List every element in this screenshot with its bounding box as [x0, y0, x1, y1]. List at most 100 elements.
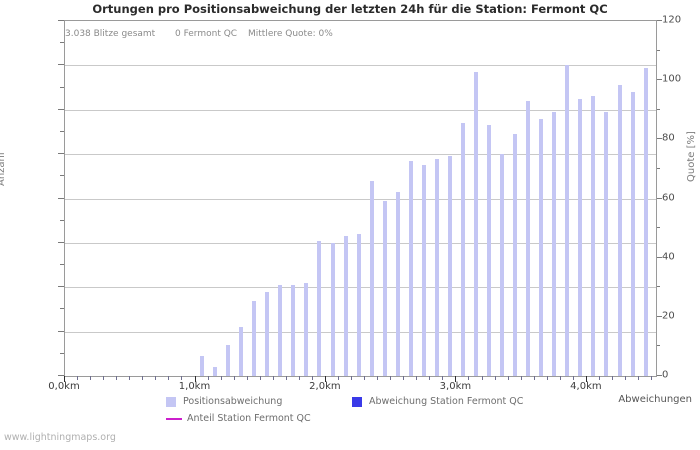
gridline: [65, 109, 656, 111]
gridline: [65, 154, 656, 156]
x-axis-tick-mark: [64, 376, 65, 382]
x-axis-tick-mark: [651, 376, 653, 380]
x-axis-tick-mark: [638, 376, 639, 380]
legend-swatch-icon: [166, 396, 176, 407]
y-axis-right-tick-mark: [656, 138, 662, 140]
x-axis-tick-mark: [246, 376, 248, 380]
bar: [356, 234, 361, 376]
legend: Positionsabweichung Abweichung Station F…: [0, 394, 700, 434]
x-axis-tick-label: 3,0km: [439, 381, 472, 392]
bar: [239, 327, 244, 376]
y-axis-right-tick-label: 80: [662, 132, 675, 144]
bar: [578, 98, 583, 376]
x-axis-tick-mark: [429, 376, 431, 380]
bar: [552, 112, 557, 376]
x-axis-tick-mark: [403, 376, 405, 380]
bar: [265, 291, 270, 376]
bar: [317, 240, 322, 376]
bar: [330, 242, 335, 376]
y-axis-left-tick-mark: [58, 153, 64, 155]
x-axis-tick-mark: [338, 376, 339, 380]
bar: [604, 112, 609, 376]
plot-area: 3.038 Blitze gesamt 0 Fermont QC Mittler…: [64, 20, 657, 377]
y-axis-left-tick-mark: [60, 308, 64, 310]
bar: [252, 300, 257, 376]
x-axis-tick-mark: [585, 376, 587, 382]
x-axis-tick-mark: [598, 376, 600, 380]
x-axis-tick-mark: [298, 376, 300, 380]
x-axis-tick-mark: [168, 376, 170, 380]
x-axis-tick-mark: [533, 376, 535, 380]
bar: [617, 85, 622, 376]
legend-label: Anteil Station Fermont QC: [187, 413, 311, 424]
bar: [408, 160, 413, 376]
x-axis-tick-mark: [442, 376, 444, 380]
bar: [304, 282, 309, 376]
y-axis-right-tick-mark: [656, 197, 662, 199]
x-axis-tick-mark: [194, 376, 196, 382]
y-axis-left-tick-mark: [60, 219, 64, 221]
bar: [487, 125, 491, 376]
bar: [434, 158, 439, 376]
gridline: [65, 287, 656, 289]
y-axis-left-tick-mark: [60, 42, 64, 44]
bar: [591, 96, 596, 376]
bar: [500, 154, 505, 376]
x-axis-tick-mark: [416, 376, 418, 380]
x-axis-tick-mark: [116, 376, 118, 380]
y-axis-left-title: Anzahl: [0, 152, 7, 186]
x-axis-tick-mark: [559, 376, 561, 380]
y-axis-right-tick-label: 0: [662, 369, 669, 381]
bar: [278, 285, 283, 376]
x-axis-tick-mark: [233, 376, 235, 380]
y-axis-left-tick-mark: [58, 286, 64, 288]
bar: [460, 123, 465, 376]
gridline: [65, 331, 656, 333]
legend-line-icon: [166, 417, 182, 420]
legend-item-abweichung-station[interactable]: Abweichung Station Fermont QC: [352, 396, 523, 407]
gridline: [65, 198, 656, 200]
x-axis-tick-label: 2,0km: [309, 381, 341, 392]
y-axis-left-tick-mark: [60, 86, 64, 88]
bar: [213, 367, 217, 376]
y-axis-right-title: Quote [%]: [686, 131, 697, 182]
y-axis-left-tick-mark: [58, 241, 64, 243]
y-axis-right-tick-mark: [656, 167, 660, 169]
x-axis-title: Abweichungen: [618, 394, 692, 405]
x-axis-tick-mark: [494, 376, 496, 380]
bar: [369, 180, 374, 376]
legend-label: Positionsabweichung: [183, 396, 283, 407]
x-axis-tick-mark: [520, 376, 522, 380]
annotation-rate: Mittlere Quote: 0%: [248, 29, 333, 39]
y-axis-right-tick-label: 120: [662, 14, 682, 26]
bar: [643, 67, 648, 376]
x-axis-tick-mark: [611, 376, 613, 380]
bar: [474, 72, 478, 376]
x-axis-tick-mark: [364, 376, 366, 380]
y-axis-left-tick-mark: [58, 64, 64, 66]
legend-item-anteil-station[interactable]: Anteil Station Fermont QC: [166, 413, 311, 424]
y-axis-left-tick-mark: [58, 108, 64, 110]
gridline: [65, 242, 656, 244]
y-axis-right-tick-mark: [656, 375, 662, 376]
x-axis-tick-label: 1,0km: [178, 381, 211, 392]
chart-title: Ortungen pro Positionsabweichung der let…: [92, 2, 608, 16]
x-axis-tick-mark: [259, 376, 261, 380]
watermark: www.lightningmaps.org: [4, 432, 116, 443]
gridline: [65, 65, 656, 67]
y-axis-right-tick-mark: [656, 315, 662, 317]
x-axis-tick-label: 0,0km: [48, 381, 80, 392]
y-axis-right-tick-label: 40: [662, 251, 675, 263]
annotation-station: 0 Fermont QC: [175, 29, 238, 39]
y-axis-right-tick-mark: [656, 286, 660, 288]
y-axis-right-tick-mark: [656, 345, 660, 347]
y-axis-left-tick-mark: [60, 352, 64, 354]
y-axis-left-tick-mark: [58, 375, 64, 376]
y-axis-right-tick-mark: [656, 227, 660, 229]
bar: [343, 236, 348, 376]
legend-swatch-icon: [352, 396, 362, 407]
x-axis-tick-mark: [272, 376, 274, 380]
legend-item-positionsabweichung[interactable]: Positionsabweichung: [166, 396, 282, 407]
x-axis-tick-mark: [285, 376, 287, 380]
